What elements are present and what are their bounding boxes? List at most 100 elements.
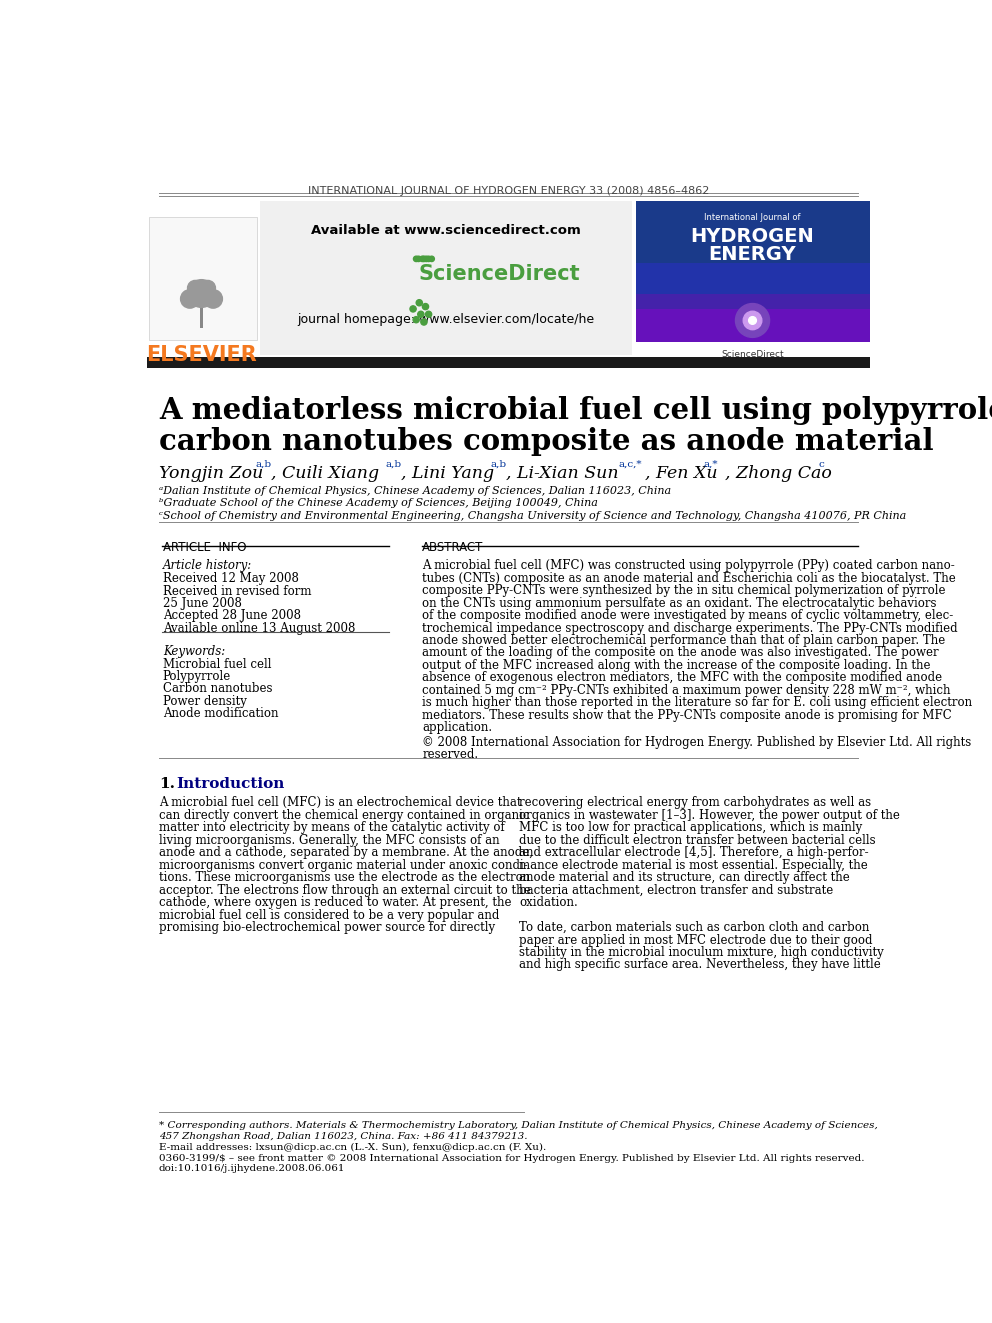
- Text: Available online 13 August 2008: Available online 13 August 2008: [163, 622, 355, 635]
- Circle shape: [187, 280, 203, 296]
- Circle shape: [416, 257, 422, 262]
- FancyBboxPatch shape: [636, 308, 870, 355]
- Text: amount of the loading of the composite on the anode was also investigated. The p: amount of the loading of the composite o…: [423, 647, 939, 659]
- Text: absence of exogenous electron mediators, the MFC with the composite modified ano: absence of exogenous electron mediators,…: [423, 672, 942, 684]
- Text: doi:10.1016/j.ijhydene.2008.06.061: doi:10.1016/j.ijhydene.2008.06.061: [159, 1164, 345, 1174]
- Text: ARTICLE  INFO: ARTICLE INFO: [163, 541, 246, 554]
- Text: can directly convert the chemical energy contained in organic: can directly convert the chemical energy…: [159, 808, 530, 822]
- Text: matter into electricity by means of the catalytic activity of: matter into electricity by means of the …: [159, 822, 505, 835]
- Text: mediators. These results show that the PPy-CNTs composite anode is promising for: mediators. These results show that the P…: [423, 709, 952, 722]
- Text: journal homepage: www.elsevier.com/locate/he: journal homepage: www.elsevier.com/locat…: [297, 312, 594, 325]
- Text: on the CNTs using ammonium persulfate as an oxidant. The electrocatalytic behavi: on the CNTs using ammonium persulfate as…: [423, 597, 936, 610]
- Text: c: c: [818, 460, 824, 468]
- Text: Accepted 28 June 2008: Accepted 28 June 2008: [163, 609, 301, 622]
- FancyBboxPatch shape: [149, 217, 257, 340]
- Text: oxidation.: oxidation.: [519, 896, 578, 909]
- Text: ᶜSchool of Chemistry and Environmental Engineering, Changsha University of Scien: ᶜSchool of Chemistry and Environmental E…: [159, 511, 906, 521]
- Circle shape: [181, 290, 199, 308]
- Text: tubes (CNTs) composite as an anode material and Escherichia coli as the biocatal: tubes (CNTs) composite as an anode mater…: [423, 572, 956, 585]
- Text: ᵇGraduate School of the Chinese Academy of Sciences, Beijing 100049, China: ᵇGraduate School of the Chinese Academy …: [159, 499, 598, 508]
- Text: due to the difficult electron transfer between bacterial cells: due to the difficult electron transfer b…: [519, 833, 876, 847]
- Text: MFC is too low for practical applications, which is mainly: MFC is too low for practical application…: [519, 822, 862, 835]
- Text: carbon nanotubes composite as anode material: carbon nanotubes composite as anode mate…: [159, 427, 933, 455]
- Circle shape: [426, 257, 432, 262]
- Text: International Journal of: International Journal of: [704, 213, 801, 222]
- Text: mance electrode material is most essential. Especially, the: mance electrode material is most essenti…: [519, 859, 868, 872]
- Circle shape: [413, 316, 420, 323]
- Text: A microbial fuel cell (MFC) is an electrochemical device that: A microbial fuel cell (MFC) is an electr…: [159, 796, 522, 810]
- Text: stability in the microbial inoculum mixture, high conductivity: stability in the microbial inoculum mixt…: [519, 946, 884, 959]
- Text: ScienceDirect: ScienceDirect: [419, 265, 580, 284]
- Text: output of the MFC increased along with the increase of the composite loading. In: output of the MFC increased along with t…: [423, 659, 930, 672]
- Text: application.: application.: [423, 721, 492, 734]
- Text: INTERNATIONAL JOURNAL OF HYDROGEN ENERGY 33 (2008) 4856–4862: INTERNATIONAL JOURNAL OF HYDROGEN ENERGY…: [308, 187, 709, 197]
- Text: promising bio-electrochemical power source for directly: promising bio-electrochemical power sour…: [159, 921, 495, 934]
- Circle shape: [426, 311, 432, 318]
- Text: microbial fuel cell is considered to be a very popular and: microbial fuel cell is considered to be …: [159, 909, 499, 922]
- Text: , Zhong Cao: , Zhong Cao: [724, 466, 831, 482]
- Text: ENERGY: ENERGY: [708, 245, 797, 265]
- Text: E-mail addresses: lxsun@dicp.ac.cn (L.-X. Sun), fenxu@dicp.ac.cn (F. Xu).: E-mail addresses: lxsun@dicp.ac.cn (L.-X…: [159, 1143, 547, 1152]
- Text: anode material and its structure, can directly affect the: anode material and its structure, can di…: [519, 871, 850, 884]
- Text: recovering electrical energy from carbohydrates as well as: recovering electrical energy from carboh…: [519, 796, 871, 810]
- Circle shape: [420, 257, 426, 262]
- Circle shape: [200, 280, 215, 296]
- Text: , Cuili Xiang: , Cuili Xiang: [271, 466, 379, 482]
- Text: acceptor. The electrons flow through an external circuit to the: acceptor. The electrons flow through an …: [159, 884, 531, 897]
- Text: * Corresponding authors. Materials & Thermochemistry Laboratory, Dalian Institut: * Corresponding authors. Materials & The…: [159, 1122, 878, 1130]
- FancyBboxPatch shape: [636, 343, 870, 356]
- Text: Anode modification: Anode modification: [163, 706, 278, 720]
- Text: , Lini Yang: , Lini Yang: [402, 466, 495, 482]
- Text: anode showed better electrochemical performance than that of plain carbon paper.: anode showed better electrochemical perf…: [423, 634, 945, 647]
- Text: a,b: a,b: [386, 460, 402, 468]
- Circle shape: [414, 257, 419, 262]
- Text: 0360-3199/$ – see front matter © 2008 International Association for Hydrogen Ene: 0360-3199/$ – see front matter © 2008 In…: [159, 1154, 864, 1163]
- Circle shape: [735, 303, 770, 337]
- Text: Available at www.sciencedirect.com: Available at www.sciencedirect.com: [310, 224, 580, 237]
- Text: A mediatorless microbial fuel cell using polypyrrole coated: A mediatorless microbial fuel cell using…: [159, 396, 992, 425]
- Text: paper are applied in most MFC electrode due to their good: paper are applied in most MFC electrode …: [519, 934, 873, 946]
- Text: Yongjin Zou: Yongjin Zou: [159, 466, 263, 482]
- Text: a,b: a,b: [256, 460, 272, 468]
- Circle shape: [418, 311, 424, 318]
- Text: ᵃDalian Institute of Chemical Physics, Chinese Academy of Sciences, Dalian 11602: ᵃDalian Institute of Chemical Physics, C…: [159, 486, 671, 496]
- Text: Received in revised form: Received in revised form: [163, 585, 311, 598]
- Text: , Fen Xu: , Fen Xu: [645, 466, 717, 482]
- Text: Article history:: Article history:: [163, 560, 252, 572]
- FancyBboxPatch shape: [636, 263, 870, 294]
- Text: bacteria attachment, electron transfer and substrate: bacteria attachment, electron transfer a…: [519, 884, 833, 897]
- Text: HYDROGEN: HYDROGEN: [690, 226, 814, 246]
- Text: a,b: a,b: [491, 460, 507, 468]
- Text: 1.: 1.: [159, 777, 175, 791]
- Text: ABSTRACT: ABSTRACT: [423, 541, 484, 554]
- Text: is much higher than those reported in the literature so far for E. coli using ef: is much higher than those reported in th…: [423, 696, 972, 709]
- Text: tions. These microorganisms use the electrode as the electron: tions. These microorganisms use the elec…: [159, 871, 530, 884]
- Text: of the composite modified anode were investigated by means of cyclic voltammetry: of the composite modified anode were inv…: [423, 609, 953, 622]
- Text: composite PPy-CNTs were synthesized by the in situ chemical polymerization of py: composite PPy-CNTs were synthesized by t…: [423, 585, 946, 597]
- Circle shape: [424, 257, 429, 262]
- Text: Keywords:: Keywords:: [163, 646, 225, 659]
- Text: , Li-Xian Sun: , Li-Xian Sun: [506, 466, 619, 482]
- Text: ELSEVIER: ELSEVIER: [146, 345, 257, 365]
- Text: To date, carbon materials such as carbon cloth and carbon: To date, carbon materials such as carbon…: [519, 921, 870, 934]
- Text: contained 5 mg cm⁻² PPy-CNTs exhibited a maximum power density 228 mW m⁻², which: contained 5 mg cm⁻² PPy-CNTs exhibited a…: [423, 684, 951, 697]
- Text: anode and a cathode, separated by a membrane. At the anode,: anode and a cathode, separated by a memb…: [159, 847, 533, 859]
- FancyBboxPatch shape: [636, 263, 870, 355]
- FancyBboxPatch shape: [147, 357, 870, 368]
- Text: Carbon nanotubes: Carbon nanotubes: [163, 683, 272, 696]
- Text: a,c,*: a,c,*: [618, 460, 642, 468]
- Circle shape: [423, 303, 429, 310]
- Circle shape: [417, 300, 423, 306]
- Circle shape: [410, 306, 417, 312]
- Text: and high specific surface area. Nevertheless, they have little: and high specific surface area. Neverthe…: [519, 958, 881, 971]
- Text: reserved.: reserved.: [423, 747, 478, 761]
- FancyBboxPatch shape: [260, 201, 632, 355]
- Text: A microbial fuel cell (MFC) was constructed using polypyrrole (PPy) coated carbo: A microbial fuel cell (MFC) was construc…: [423, 560, 955, 572]
- Text: © 2008 International Association for Hydrogen Energy. Published by Elsevier Ltd.: © 2008 International Association for Hyd…: [423, 736, 971, 749]
- Circle shape: [749, 316, 756, 324]
- Text: organics in wastewater [1–3]. However, the power output of the: organics in wastewater [1–3]. However, t…: [519, 808, 900, 822]
- Text: Introduction: Introduction: [177, 777, 285, 791]
- Circle shape: [429, 257, 434, 262]
- Circle shape: [187, 279, 215, 307]
- Text: microorganisms convert organic material under anoxic condi-: microorganisms convert organic material …: [159, 859, 528, 872]
